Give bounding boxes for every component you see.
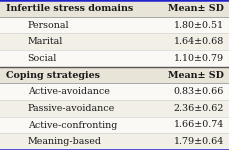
Text: 1.64±0.68: 1.64±0.68 [173, 37, 223, 46]
Text: Social: Social [27, 54, 57, 63]
Text: Mean± SD: Mean± SD [168, 70, 223, 80]
Text: 1.10±0.79: 1.10±0.79 [173, 54, 223, 63]
Text: Meaning-based: Meaning-based [27, 137, 101, 146]
Bar [0, 33, 229, 50]
Text: Personal: Personal [27, 21, 69, 30]
Text: 1.66±0.74: 1.66±0.74 [173, 120, 223, 129]
Bar [0, 17, 229, 33]
Text: 1.80±0.51: 1.80±0.51 [173, 21, 223, 30]
Bar [0, 117, 229, 133]
Text: Marital: Marital [27, 37, 63, 46]
Text: Passive-avoidance: Passive-avoidance [27, 104, 114, 113]
Bar [0, 50, 229, 67]
Text: Active-confronting: Active-confronting [27, 120, 117, 129]
Text: Mean± SD: Mean± SD [168, 4, 223, 13]
Bar [0, 133, 229, 150]
Bar [0, 100, 229, 117]
Text: 0.83±0.66: 0.83±0.66 [173, 87, 223, 96]
Bar [0, 0, 229, 17]
Bar [0, 67, 229, 83]
Text: 1.79±0.64: 1.79±0.64 [173, 137, 223, 146]
Text: Coping strategies: Coping strategies [6, 70, 99, 80]
Text: 2.36±0.62: 2.36±0.62 [173, 104, 223, 113]
Bar [0, 83, 229, 100]
Text: Infertile stress domains: Infertile stress domains [6, 4, 132, 13]
Text: Active-avoidance: Active-avoidance [27, 87, 109, 96]
